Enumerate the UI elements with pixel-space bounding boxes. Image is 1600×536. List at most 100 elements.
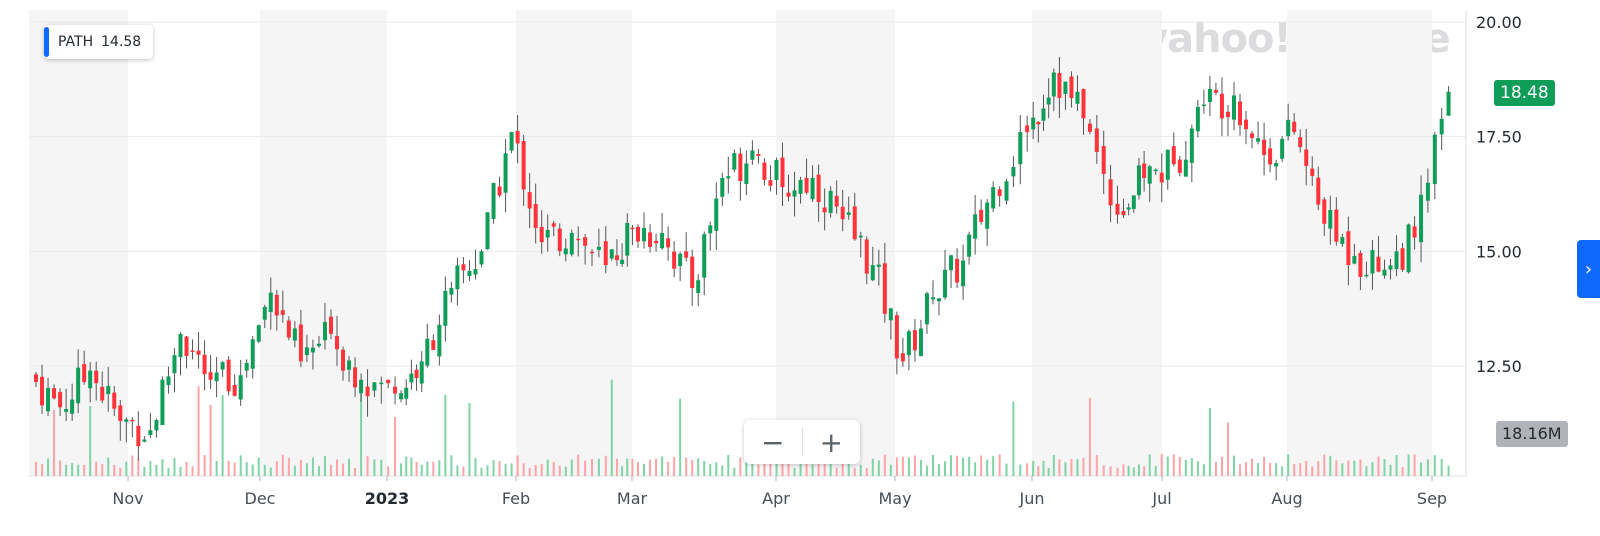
zoom-out-button[interactable]: − [744,420,802,464]
volume-bar [1359,459,1362,476]
volume-bar [53,410,56,476]
candle-body [244,362,249,371]
volume-bar [287,457,290,476]
candle-body [455,265,460,290]
candle-body [539,226,544,243]
volume-bar [907,457,910,476]
volume-bar [992,456,995,476]
volume-bar [1353,460,1356,476]
candle-body [414,369,419,379]
candle-body [1225,111,1230,118]
volume-bar [1148,454,1151,476]
candle-body [409,373,414,383]
candle-body [341,349,346,371]
volume-bar [245,462,248,476]
candle-body [1025,125,1030,133]
volume-bar [1042,460,1045,476]
volume-bar [733,467,736,476]
candle-body [1432,134,1437,185]
candle-body [774,159,779,181]
candle-body [590,251,594,254]
expand-panel-button[interactable]: › [1577,240,1600,298]
volume-bar [387,466,390,476]
volume-bar [415,461,418,476]
x-tick-label: Dec [245,489,276,508]
candle-body [46,387,51,412]
volume-bar [980,455,983,476]
x-tick-label: May [878,489,911,508]
volume-bar [107,457,110,476]
candle-body [943,269,948,298]
volume-bar [1220,456,1223,476]
candle-body [533,203,538,228]
volume-bar [691,460,694,476]
volume-bar [1311,466,1314,476]
candle-body [744,163,749,184]
candle-body [359,379,364,394]
volume-bar [492,460,495,476]
candles [34,56,1451,461]
volume-bar [311,457,314,476]
candle-body [1004,181,1009,201]
ticker-legend[interactable]: PATH 14.58 [44,25,154,59]
candle-body [443,290,448,326]
candle-body [1358,252,1363,277]
volume-bar [450,455,453,476]
volume-bar [950,455,953,476]
candle-body [583,237,588,246]
candle-body [967,234,972,257]
candle-body [912,330,917,351]
volume-bar [1395,455,1398,476]
volume-bar [131,455,134,476]
candle-body [576,238,581,241]
candle-body [1419,194,1424,243]
candle-body [379,382,384,385]
volume-bar [510,463,513,476]
candle-body [762,162,767,180]
volume-bar [257,457,260,476]
volume-bar [143,466,146,476]
candle-body [268,292,273,313]
candle-body [404,387,409,399]
candle-body [603,241,608,266]
candle-body [1069,76,1074,99]
volume-bar [95,461,98,476]
volume-bar [540,463,543,476]
candle-body [810,177,815,200]
candle-body [1147,166,1152,184]
candle-body [88,370,93,389]
candle-body [256,325,261,342]
candle-body [708,225,713,234]
volume-bar [1102,465,1105,476]
volume-bar [956,455,959,476]
volume-bar [944,461,947,476]
volume-bar [661,456,664,476]
candle-body [196,350,201,355]
volume-bar [263,464,266,476]
candle-body [906,331,911,356]
candle-body [292,328,297,341]
volume-bar [1299,463,1302,476]
volume-bar [360,383,363,476]
volume-bar [799,458,802,476]
candle-body [949,255,954,271]
candle-body [726,176,731,179]
candle-body [310,347,315,353]
candle-body [1183,159,1188,177]
candle-body [1108,179,1113,206]
volume-bar [1172,454,1175,476]
volume-bar [1287,454,1290,476]
volume-bar [317,466,320,476]
candle-body [1425,182,1430,201]
volume-bar [1037,466,1040,476]
candle-body [521,141,526,190]
volume-bar [703,460,706,476]
candle-body [894,315,899,359]
volume-bar [1377,456,1380,476]
candle-body [527,192,532,209]
volume-bar [715,462,718,476]
volume-bar [685,457,688,476]
zoom-control: − + [744,420,860,464]
candle-body [503,153,508,193]
zoom-in-button[interactable]: + [803,420,861,464]
